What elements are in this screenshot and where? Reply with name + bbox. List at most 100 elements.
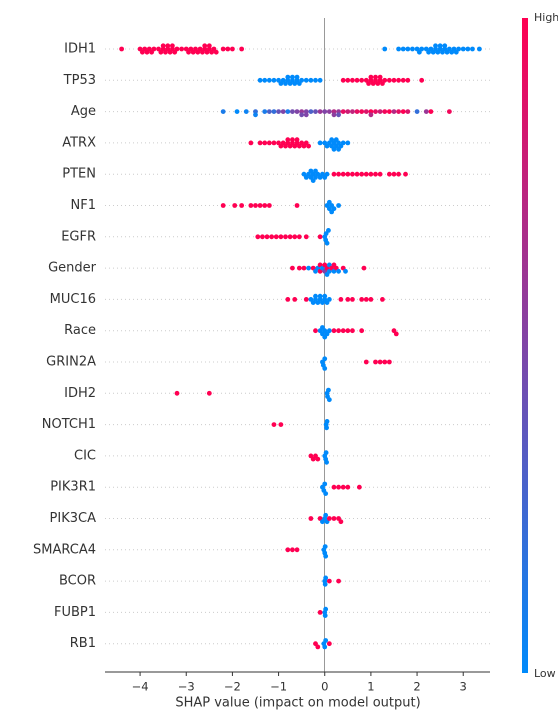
shap-dot bbox=[350, 77, 355, 83]
shap-dot bbox=[266, 77, 272, 83]
shap-dot bbox=[287, 234, 293, 240]
shap-dot bbox=[301, 265, 307, 271]
shap-dot bbox=[206, 390, 212, 396]
shap-dot bbox=[313, 293, 318, 299]
shap-dot bbox=[257, 140, 263, 146]
shap-dot bbox=[303, 297, 309, 302]
shap-dot bbox=[340, 140, 346, 146]
shap-dot bbox=[213, 49, 219, 55]
shap-dot bbox=[303, 234, 309, 240]
shap-dot bbox=[290, 265, 295, 271]
shap-dot bbox=[308, 516, 314, 521]
shap-dot bbox=[248, 203, 254, 208]
shap-dot bbox=[326, 397, 332, 403]
shap-dot bbox=[423, 109, 429, 114]
shap-dot bbox=[253, 203, 258, 208]
feature-label: Gender bbox=[48, 261, 97, 276]
shap-dot bbox=[255, 234, 261, 240]
shap-dot bbox=[285, 137, 291, 143]
shap-dot bbox=[382, 77, 388, 83]
x-tick-label: −4 bbox=[132, 680, 149, 694]
shap-dot bbox=[315, 456, 321, 462]
shap-dot bbox=[290, 74, 295, 80]
shap-dot bbox=[253, 112, 258, 118]
shap-dot bbox=[331, 516, 337, 521]
shap-dot bbox=[290, 547, 295, 553]
x-tick-label: 0 bbox=[321, 680, 328, 694]
shap-dot bbox=[317, 293, 323, 299]
shap-dot bbox=[396, 46, 401, 52]
shap-dot bbox=[363, 297, 369, 302]
shap-dot bbox=[308, 77, 314, 83]
shap-dot bbox=[456, 46, 462, 52]
shap-dot bbox=[345, 297, 351, 302]
shap-dot bbox=[278, 234, 284, 240]
shap-dot bbox=[465, 46, 471, 52]
shap-dot bbox=[377, 359, 383, 365]
shap-dot bbox=[271, 140, 277, 146]
shap-dot bbox=[433, 43, 438, 49]
shap-dot bbox=[368, 74, 374, 80]
shap-dot bbox=[336, 268, 341, 274]
shap-dot bbox=[276, 109, 281, 114]
feature-label: IDH2 bbox=[64, 386, 96, 401]
shap-dot bbox=[361, 265, 367, 271]
colorbar-low-label: Low bbox=[534, 667, 556, 680]
shap-dot bbox=[285, 109, 291, 114]
shap-dot bbox=[266, 203, 272, 208]
feature-label: NOTCH1 bbox=[42, 417, 96, 432]
shap-dot bbox=[338, 519, 344, 525]
x-tick-label: −3 bbox=[178, 680, 195, 694]
shap-dot bbox=[165, 43, 171, 49]
shap-dot bbox=[359, 77, 365, 83]
shap-dot bbox=[359, 297, 365, 302]
shap-dot bbox=[403, 171, 408, 177]
shap-dot bbox=[354, 109, 360, 114]
shap-dot bbox=[294, 74, 300, 80]
shap-dot bbox=[343, 268, 348, 274]
shap-dot bbox=[322, 544, 328, 549]
shap-dot bbox=[262, 77, 268, 83]
shap-dot bbox=[386, 77, 392, 83]
shap-dot bbox=[396, 109, 401, 114]
shap-dot bbox=[340, 484, 346, 490]
shap-dot bbox=[294, 547, 300, 553]
shap-dot bbox=[306, 265, 311, 271]
shap-dot bbox=[405, 46, 411, 52]
shap-dot bbox=[336, 171, 341, 177]
shap-dot bbox=[354, 171, 360, 177]
shap-dot bbox=[331, 112, 337, 118]
shap-dot bbox=[396, 171, 401, 177]
shap-dot bbox=[323, 450, 329, 456]
shap-dot bbox=[345, 328, 351, 334]
shap-dot bbox=[428, 109, 434, 114]
shap-dot bbox=[326, 228, 331, 233]
shap-dot bbox=[317, 140, 323, 146]
shap-dot bbox=[326, 328, 332, 334]
shap-dot bbox=[336, 203, 341, 208]
shap-dot bbox=[410, 46, 415, 52]
colorbar-high-label: High bbox=[534, 11, 558, 24]
shap-dot bbox=[323, 638, 329, 643]
shap-dot bbox=[322, 356, 328, 362]
feature-label: TP53 bbox=[63, 73, 96, 88]
shap-dot bbox=[340, 77, 346, 83]
shap-dot bbox=[160, 43, 166, 49]
shap-dot bbox=[460, 46, 466, 52]
shap-dot bbox=[324, 459, 329, 465]
shap-dot bbox=[359, 109, 365, 114]
shap-dot bbox=[234, 109, 240, 114]
shap-dot bbox=[220, 109, 226, 114]
shap-dot bbox=[363, 359, 369, 365]
shap-dot bbox=[437, 43, 443, 49]
shap-dot bbox=[290, 137, 295, 143]
shap-dot bbox=[278, 422, 284, 427]
x-tick-label: −1 bbox=[270, 680, 287, 694]
feature-label: SMARCA4 bbox=[33, 542, 96, 557]
shap-dot bbox=[377, 109, 383, 114]
shap-dot bbox=[386, 109, 392, 114]
shap-dot bbox=[280, 109, 286, 114]
shap-dot bbox=[257, 77, 263, 83]
shap-dot bbox=[322, 481, 328, 487]
shap-dot bbox=[323, 606, 329, 612]
